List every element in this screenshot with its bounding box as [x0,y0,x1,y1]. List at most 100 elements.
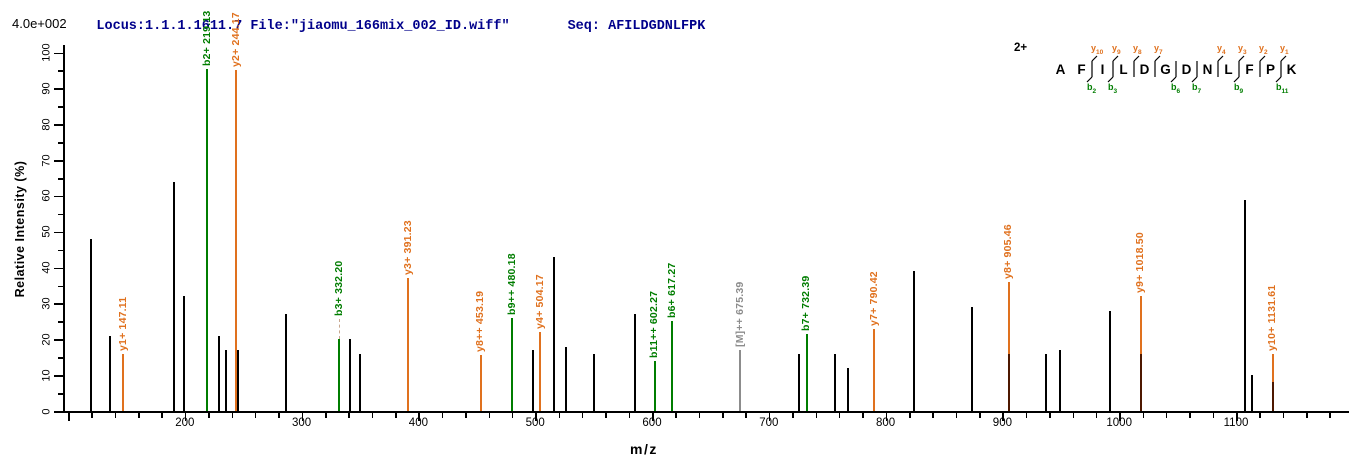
cleavage-site: y4 [1214,43,1226,86]
diagram-residue: F [1245,61,1254,77]
x-axis-tick [792,413,794,418]
spectrum-peak [531,350,534,411]
x-axis-tick [1142,413,1145,418]
y-axis-title: Relative Intensity (%) [13,160,27,298]
peak-annotation: y8+ 905.46 [1002,224,1015,279]
spectrum-peak [217,335,220,411]
y-axis-tick [54,124,63,126]
cleavage-site: y2 [1256,43,1268,86]
x-axis-tick [1072,413,1074,418]
y-axis-tick-label: 40 [40,261,53,274]
spectrum-peak [671,321,674,411]
peak-annotation: y7+ 790.42 [867,270,880,326]
cleavage-slash [1086,55,1098,83]
spectrum-peak [798,353,801,411]
spectrum-peak [479,355,482,411]
x-axis-tick [1095,413,1098,418]
y-axis-tick [58,106,63,108]
peak-annotation: y8++ 453.19 [474,291,486,353]
y-axis-tick [58,142,63,144]
y-axis-tick-label: 20 [40,333,53,346]
cleavage-site: b7 [1191,52,1201,95]
x-axis-tick [745,413,747,418]
cleavage-slash [1107,55,1119,83]
locus-file-label: Locus:1.1.1.1611.7 File:"jiaomu_166mix_0… [96,19,510,34]
x-axis-tick [838,413,841,418]
x-axis-tick [652,413,654,421]
spectrum-peak [847,368,850,411]
cleavage-site: y1 b11 [1275,43,1289,95]
y-axis-tick-label: 100 [40,43,53,62]
spectrum-peak [511,317,514,411]
y-ion-tag: y1 [1280,43,1289,56]
intensity-scale-label: 4.0e+002 [12,16,67,31]
x-axis-tick-label: 1000 [1106,417,1132,429]
peptide-sequence-text: AFILDGDNLFPK [608,19,706,34]
x-axis-tick [605,413,607,418]
cleavage-site: y9 b3 [1107,43,1121,95]
spectrum-peak [1244,199,1247,411]
spectrum-peak [1108,310,1111,411]
y-axis-tick [58,321,63,323]
spectrum-peak [1272,382,1275,411]
x-axis-tick-label: 700 [759,417,779,429]
y-axis-tick-label: 10 [40,368,53,382]
peak-annotation: y1+ 147.11 [116,296,129,351]
spectrum-peak [873,328,876,411]
peak-annotation: y2+ 244.17 [229,12,242,68]
spectrum-peak [653,360,656,411]
cleavage-slash [1217,55,1224,77]
x-axis-tick [91,413,93,418]
diagram-residue: L [1119,61,1128,77]
x-axis-tick [208,413,210,418]
x-axis-tick [1189,413,1191,418]
diagram-residue: N [1202,61,1213,77]
cleavage-slash [1233,55,1245,83]
spectrum-peak [1140,353,1143,411]
x-axis-tick [138,413,140,418]
spectrum-peak [90,238,93,411]
cleavage-slash [1170,61,1177,83]
y-axis-tick [54,231,63,234]
spectrum-peak [173,181,176,411]
x-axis-tick-label: 400 [408,417,428,429]
x-axis-tick [68,413,70,421]
diagram-residue: F [1077,61,1086,77]
x-axis-tick [1119,413,1121,421]
y-axis-tick [54,267,63,270]
y-axis-tick [54,160,63,162]
peak-annotation: y9+ 1018.50 [1134,232,1147,294]
y-axis-line [63,45,65,413]
seq-label: Seq: AFILDGDNLFPK [567,19,706,34]
spectrum-peak [739,350,742,411]
peak-label-connector [339,319,341,340]
y-axis-tick-label: 70 [40,153,53,167]
y-axis-tick-label: 50 [40,225,53,238]
x-axis-tick [1025,413,1028,418]
x-axis-tick [254,413,257,418]
x-axis-tick [348,413,350,418]
b-ion-tag: b6 [1171,82,1181,95]
x-axis-tick [1049,413,1051,418]
cleavage-site: y3 b9 [1233,43,1247,95]
y-axis-tick-label: 30 [40,297,53,310]
spectrum-peak [206,68,209,411]
x-axis-tick [325,413,327,418]
diagram-residue: A [1055,61,1066,77]
x-axis-tick [558,413,561,418]
x-axis-tick [114,413,117,418]
y-axis-tick [58,213,63,216]
x-axis-tick [1282,413,1285,418]
b-ion-tag: b9 [1234,82,1244,95]
cleavage-site: y8 [1130,43,1142,86]
x-axis-tick [371,413,374,418]
b-ion-tag: b7 [1192,82,1202,95]
peak-annotation: b7+ 732.39 [800,275,813,331]
cleavage-slash [1154,55,1161,77]
x-axis-tick-label: 200 [175,417,195,429]
cleavage-slash [1275,55,1287,83]
spectrum-peak [182,296,185,411]
x-axis-tick [418,413,420,421]
